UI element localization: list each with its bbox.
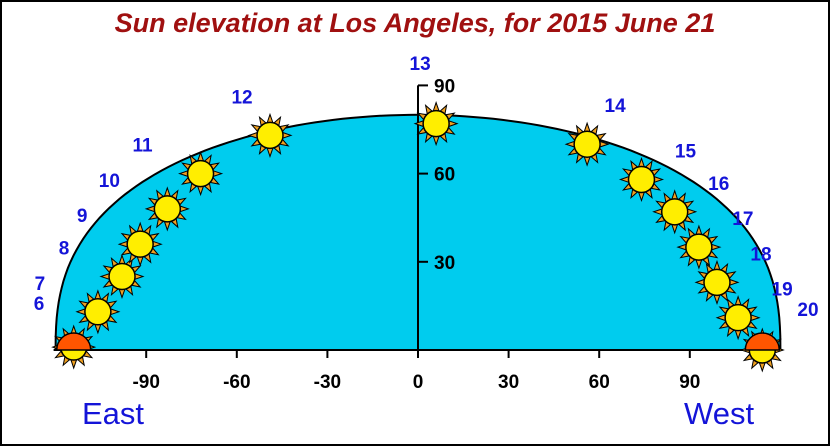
sun-disc: [660, 198, 689, 226]
hour-label-11: 11: [133, 136, 154, 157]
sun-marker-8: [99, 253, 145, 300]
sun-disc: [153, 195, 182, 223]
sun-markers: [51, 101, 785, 373]
hour-label-6: 6: [34, 294, 45, 315]
sun-marker-10: [144, 186, 190, 232]
horizon-sun: [744, 332, 781, 351]
sun-disc: [685, 233, 713, 261]
x-tick-label: 30: [498, 372, 519, 393]
sun-disc: [724, 303, 752, 332]
sun-marker-7: [75, 289, 121, 335]
hour-label-10: 10: [99, 171, 120, 192]
east-label: East: [82, 396, 144, 431]
sun-marker-19: [715, 295, 761, 341]
x-tick-label: 60: [589, 372, 610, 393]
sun-marker-20: [739, 327, 785, 373]
sun-marker-11: [178, 151, 224, 197]
hour-label-12: 12: [231, 87, 252, 108]
hour-label-17: 17: [732, 209, 753, 230]
sun-ray: [70, 359, 78, 370]
sun-marker-18: [694, 259, 740, 305]
x-tick-label: -30: [314, 372, 341, 393]
sun-disc: [703, 268, 731, 297]
sun-disc: [627, 165, 656, 194]
y-tick-label: 60: [434, 165, 455, 186]
hour-label-8: 8: [59, 239, 70, 260]
chart-title: Sun elevation at Los Angeles, for 2015 J…: [114, 8, 716, 38]
sun-ray: [266, 112, 274, 124]
sun-marker-12: [247, 112, 293, 158]
x-tick-label: 0: [413, 372, 424, 393]
x-tick-label: -90: [132, 372, 159, 393]
sun-disc: [573, 130, 601, 158]
hour-label-9: 9: [77, 206, 88, 227]
sun-ray: [758, 362, 766, 373]
horizon-sun: [55, 332, 92, 351]
sun-ray: [432, 101, 440, 112]
hour-label-7: 7: [35, 274, 46, 295]
hour-label-15: 15: [675, 141, 697, 162]
hour-label-19: 19: [772, 280, 793, 301]
hour-label-20: 20: [797, 300, 818, 321]
sun-disc: [84, 298, 112, 326]
x-tick-label: 90: [679, 372, 700, 393]
sun-disc: [422, 109, 450, 138]
sun-disc: [108, 262, 136, 291]
hour-label-14: 14: [605, 96, 627, 117]
hour-label-18: 18: [750, 244, 771, 265]
axes: -90 -60 -30 0 30 60 90 30 60 90: [53, 76, 783, 393]
sun-ray: [583, 121, 591, 132]
sun-marker-14: [564, 121, 610, 167]
sun-marker-16: [652, 189, 698, 235]
sun-marker-13: [413, 101, 459, 147]
sun-disc: [256, 121, 284, 150]
hour-label-13: 13: [410, 54, 431, 75]
hour-label-16: 16: [708, 174, 729, 195]
x-tick-label: -60: [223, 372, 250, 393]
sun-marker-15: [618, 156, 665, 203]
y-tick-label: 30: [434, 253, 455, 274]
y-tick-label: 90: [434, 76, 455, 97]
sun-marker-6: [51, 324, 97, 370]
sun-marker-9: [117, 221, 163, 267]
sun-disc: [126, 230, 154, 258]
west-label: West: [684, 396, 754, 431]
sun-disc: [186, 159, 215, 188]
sun-marker-17: [676, 224, 722, 270]
